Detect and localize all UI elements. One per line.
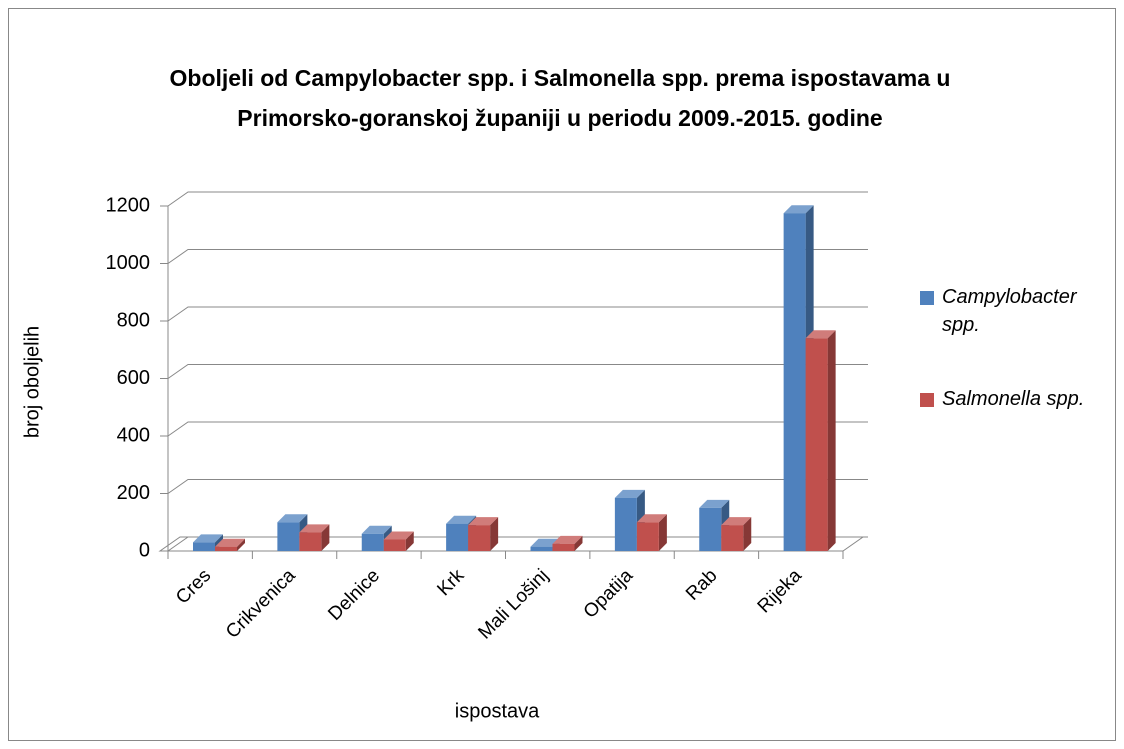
bar-side xyxy=(658,514,667,551)
bar xyxy=(299,524,330,551)
bar-front xyxy=(361,533,384,551)
bar-side xyxy=(574,535,583,551)
bar-front xyxy=(277,522,300,551)
bar-front xyxy=(299,532,322,551)
bar-top xyxy=(299,524,330,533)
bar-front xyxy=(446,523,469,551)
y-tick-label: 400 xyxy=(117,424,150,446)
bar-top xyxy=(446,515,477,524)
chart-border xyxy=(8,8,1116,741)
legend-item: Salmonella spp. xyxy=(942,388,1085,410)
bar-top xyxy=(468,517,499,526)
bar xyxy=(383,531,414,551)
bar-front xyxy=(530,546,553,551)
bar-front xyxy=(193,542,215,551)
bar-top xyxy=(277,514,308,523)
bar-front xyxy=(783,213,806,551)
legend-swatch xyxy=(920,393,934,407)
bar-front xyxy=(805,338,828,551)
bar-side xyxy=(743,517,752,551)
bar-top xyxy=(614,489,645,498)
bar-front xyxy=(468,525,491,551)
bar xyxy=(636,514,667,551)
bar-front xyxy=(215,546,237,551)
legend-label: Salmonella spp. xyxy=(942,388,1085,410)
grid-line xyxy=(167,479,868,494)
bar-front xyxy=(383,539,406,551)
y-tick-label: 800 xyxy=(117,309,150,331)
bar xyxy=(277,514,308,551)
grid-line xyxy=(167,421,868,437)
bar-side xyxy=(490,517,499,551)
bar-top xyxy=(721,517,752,526)
y-tick-label: 600 xyxy=(117,367,150,389)
x-axis-title: ispostava xyxy=(455,700,540,722)
bar-top xyxy=(783,205,814,214)
bar-top xyxy=(361,525,392,534)
bar-side xyxy=(237,538,245,551)
bar-side xyxy=(827,330,836,551)
chart-title: Oboljeli od Campylobacter spp. i Salmone… xyxy=(170,65,951,91)
y-tick-label: 0 xyxy=(139,539,150,561)
bar-top xyxy=(636,514,667,523)
legend-item: Campylobacter spp. xyxy=(942,286,1077,336)
bar xyxy=(552,535,583,551)
bar-front xyxy=(636,522,659,551)
bar-top xyxy=(383,531,414,540)
grid-line xyxy=(167,364,868,379)
bar xyxy=(468,517,499,551)
bar-top xyxy=(552,535,583,544)
bar xyxy=(805,330,836,551)
grid-line xyxy=(167,306,868,322)
bar-top xyxy=(805,330,836,339)
legend-label: Campylobacter spp. xyxy=(942,286,1077,336)
bar xyxy=(721,517,752,551)
y-axis-title: broj oboljelih xyxy=(21,326,43,438)
chart-title: Primorsko-goranskoj županiji u periodu 2… xyxy=(237,105,882,131)
y-tick-label: 200 xyxy=(117,482,150,504)
grid-line xyxy=(167,249,868,264)
bar-front xyxy=(721,525,744,551)
grid-line xyxy=(167,191,868,207)
legend-swatch xyxy=(920,291,934,305)
bar-front xyxy=(699,507,722,551)
y-tick-label: 1000 xyxy=(106,252,151,274)
bar-top xyxy=(699,499,730,508)
bar-top xyxy=(193,534,223,543)
bar xyxy=(215,538,245,551)
bar-front xyxy=(552,543,575,551)
bar-front xyxy=(614,497,637,551)
y-tick-label: 1200 xyxy=(106,194,151,216)
bar-side xyxy=(321,524,330,551)
bar-top xyxy=(215,538,245,547)
bar-side xyxy=(405,531,414,551)
